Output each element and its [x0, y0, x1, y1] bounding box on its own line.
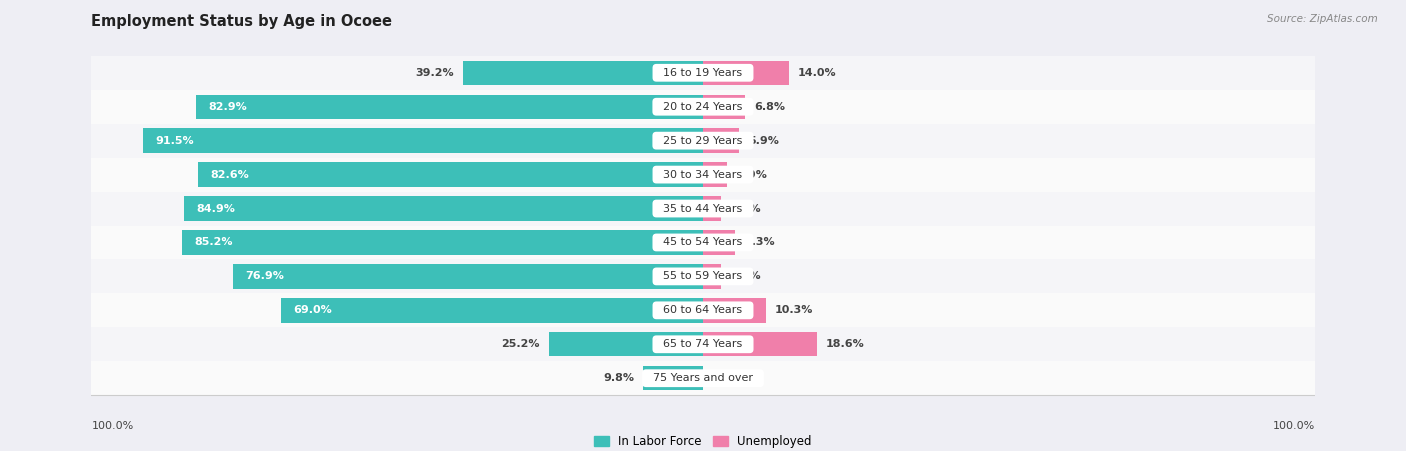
Bar [703, 230, 735, 255]
Bar [703, 298, 766, 322]
Bar [184, 196, 703, 221]
Text: 5.3%: 5.3% [745, 238, 775, 248]
FancyBboxPatch shape [91, 124, 1315, 158]
Bar [181, 230, 703, 255]
Text: 82.9%: 82.9% [208, 102, 247, 112]
Text: 20 to 24 Years: 20 to 24 Years [657, 102, 749, 112]
Bar [232, 264, 703, 289]
Legend: In Labor Force, Unemployed: In Labor Force, Unemployed [589, 430, 817, 451]
Text: 0.0%: 0.0% [713, 373, 742, 383]
Text: 85.2%: 85.2% [194, 238, 232, 248]
Bar [703, 129, 740, 153]
Text: 3.0%: 3.0% [731, 272, 761, 281]
Text: 55 to 59 Years: 55 to 59 Years [657, 272, 749, 281]
Bar [643, 366, 703, 391]
Text: 25 to 29 Years: 25 to 29 Years [657, 136, 749, 146]
Text: 16 to 19 Years: 16 to 19 Years [657, 68, 749, 78]
Text: 69.0%: 69.0% [294, 305, 332, 315]
FancyBboxPatch shape [91, 56, 1315, 90]
Bar [198, 162, 703, 187]
Text: Employment Status by Age in Ocoee: Employment Status by Age in Ocoee [91, 14, 392, 28]
Text: 3.9%: 3.9% [735, 170, 766, 179]
Text: 45 to 54 Years: 45 to 54 Years [657, 238, 749, 248]
Text: 60 to 64 Years: 60 to 64 Years [657, 305, 749, 315]
Text: 75 Years and over: 75 Years and over [645, 373, 761, 383]
Text: 10.3%: 10.3% [775, 305, 814, 315]
Bar [703, 332, 817, 356]
Text: 5.9%: 5.9% [748, 136, 779, 146]
Text: 9.8%: 9.8% [603, 373, 634, 383]
FancyBboxPatch shape [91, 158, 1315, 192]
Bar [703, 60, 789, 85]
Text: Source: ZipAtlas.com: Source: ZipAtlas.com [1267, 14, 1378, 23]
Bar [281, 298, 703, 322]
Text: 30 to 34 Years: 30 to 34 Years [657, 170, 749, 179]
FancyBboxPatch shape [91, 259, 1315, 293]
Text: 100.0%: 100.0% [1272, 421, 1315, 431]
Text: 18.6%: 18.6% [825, 339, 865, 349]
Text: 35 to 44 Years: 35 to 44 Years [657, 203, 749, 213]
Bar [703, 196, 721, 221]
Text: 82.6%: 82.6% [209, 170, 249, 179]
FancyBboxPatch shape [91, 327, 1315, 361]
Bar [143, 129, 703, 153]
Text: 3.0%: 3.0% [731, 203, 761, 213]
FancyBboxPatch shape [91, 293, 1315, 327]
Text: 39.2%: 39.2% [415, 68, 454, 78]
Text: 14.0%: 14.0% [797, 68, 837, 78]
FancyBboxPatch shape [91, 361, 1315, 395]
Text: 76.9%: 76.9% [245, 272, 284, 281]
FancyBboxPatch shape [91, 90, 1315, 124]
Bar [195, 95, 703, 119]
FancyBboxPatch shape [91, 226, 1315, 259]
Bar [703, 95, 745, 119]
Text: 100.0%: 100.0% [91, 421, 134, 431]
Text: 25.2%: 25.2% [501, 339, 540, 349]
Bar [463, 60, 703, 85]
Text: 84.9%: 84.9% [195, 203, 235, 213]
Text: 6.8%: 6.8% [754, 102, 785, 112]
Bar [548, 332, 703, 356]
Bar [703, 264, 721, 289]
Bar [703, 162, 727, 187]
Text: 91.5%: 91.5% [156, 136, 194, 146]
Text: 65 to 74 Years: 65 to 74 Years [657, 339, 749, 349]
FancyBboxPatch shape [91, 192, 1315, 226]
